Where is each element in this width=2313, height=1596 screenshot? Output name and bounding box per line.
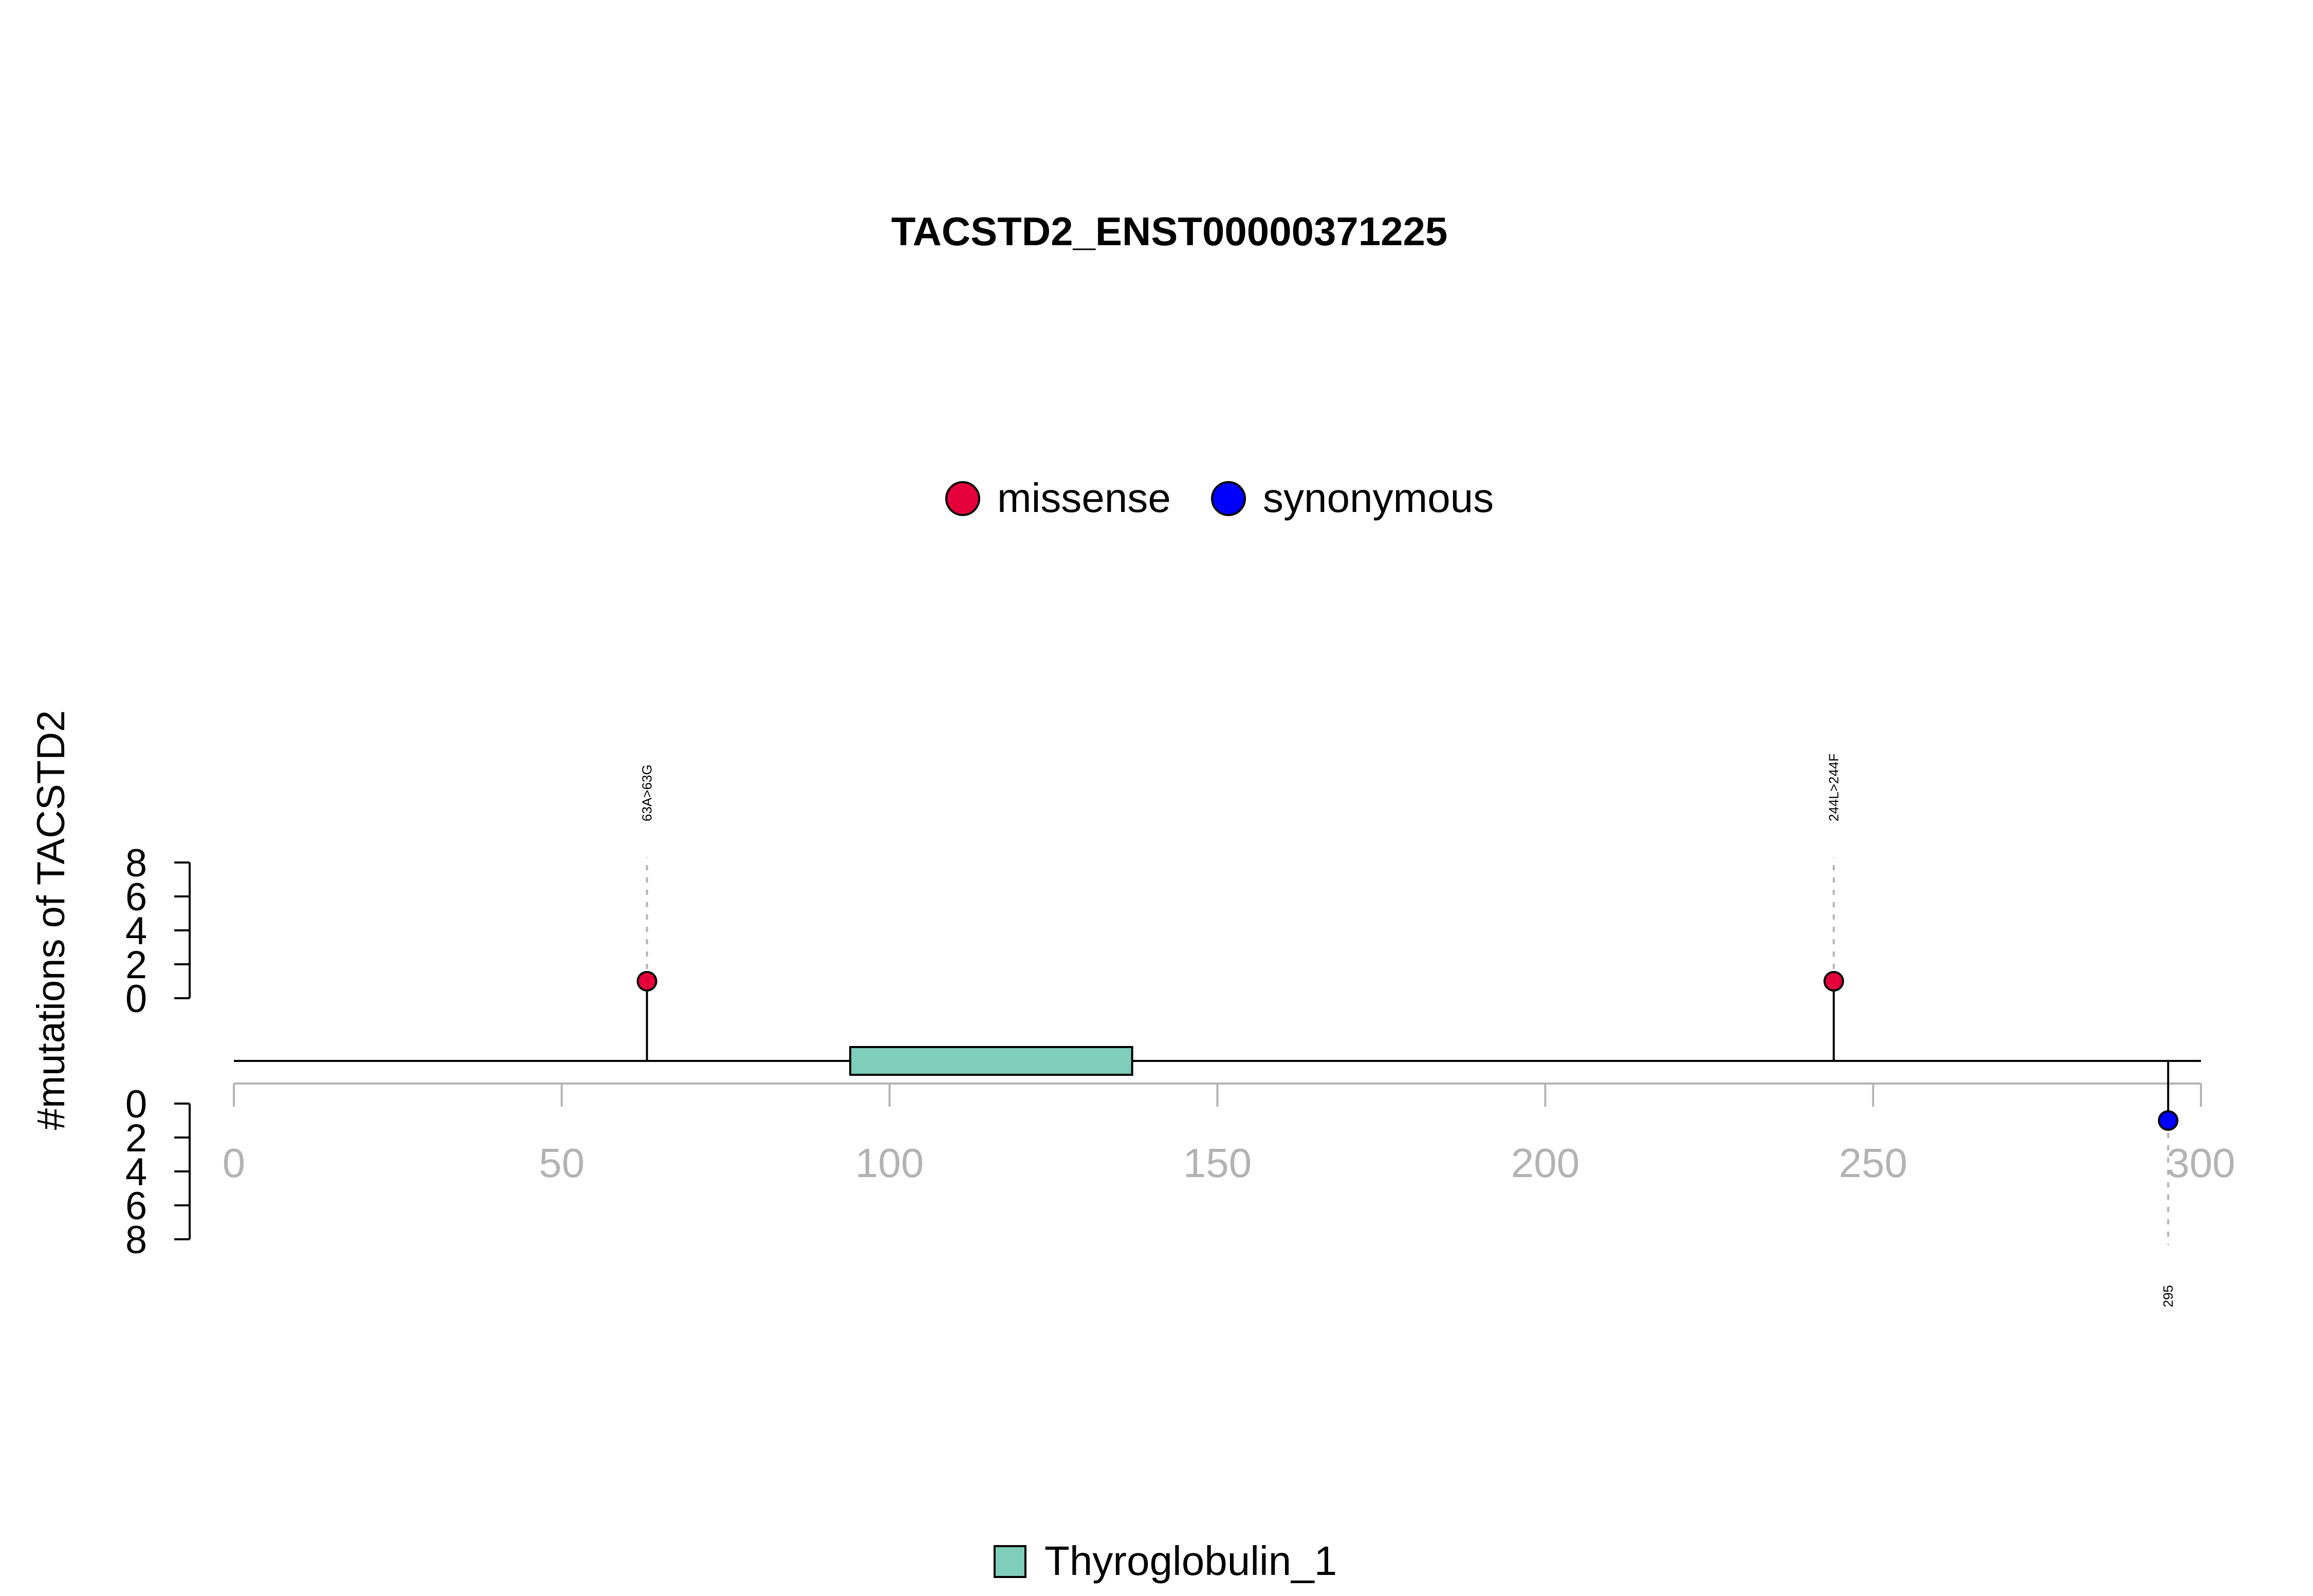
- legend-top-marker: [945, 481, 980, 516]
- domain-box: [849, 1046, 1133, 1076]
- lollipop-point: [1823, 971, 1844, 992]
- x-tick-label: 200: [1511, 1140, 1580, 1186]
- y-axis-top-tick-label: 6: [125, 875, 147, 919]
- y-axis-bottom-tick-label: 4: [125, 1150, 147, 1194]
- y-axis-bottom-tick-label: 6: [125, 1184, 147, 1228]
- y-axis-bottom-tick-label: 2: [125, 1116, 147, 1160]
- x-tick-label: 150: [1183, 1140, 1252, 1186]
- lollipop-point: [2158, 1110, 2179, 1131]
- x-axis: 0 50 100 150 200 250 300: [223, 1083, 2235, 1186]
- y-axis-bottom-tick-label: 8: [125, 1218, 147, 1262]
- chart-title: TACSTD2_ENST00000371225: [891, 209, 1447, 254]
- domain-layer: [849, 1046, 1133, 1076]
- y-axis-top-tick-label: 0: [125, 977, 147, 1021]
- x-tick-label: 300: [2167, 1140, 2235, 1186]
- legend-bottom-label: Thyroglobulin_1: [1044, 1538, 1337, 1584]
- lollipop-point: [636, 971, 657, 992]
- y-axis-title: #mutations of TACSTD2: [29, 710, 73, 1130]
- y-axis-top-tick-label: 2: [125, 943, 147, 987]
- y-axis-top-tick-label: 4: [125, 909, 147, 953]
- legend-top-marker: [1211, 481, 1246, 516]
- lollipop-layer: 63A>63G 244L>244F 295: [636, 754, 2179, 1307]
- x-tick-label: 50: [539, 1140, 584, 1186]
- legend-top-label: synonymous: [1263, 475, 1494, 521]
- y-axis-top-tick-label: 8: [125, 841, 147, 885]
- legend-top: missense synonymous: [945, 475, 1494, 521]
- mutation-label: 63A>63G: [639, 764, 655, 821]
- x-tick-label: 0: [223, 1140, 246, 1186]
- legend-top-label: missense: [997, 475, 1171, 521]
- x-tick-label: 100: [855, 1140, 924, 1186]
- mutation-label: 244L>244F: [1826, 754, 1842, 821]
- x-tick-label: 250: [1839, 1140, 1907, 1186]
- legend-bottom: Thyroglobulin_1: [994, 1538, 1337, 1584]
- mutation-label: 295: [2160, 1285, 2176, 1307]
- legend-bottom-marker: [994, 1545, 1026, 1578]
- y-axis-bottom-tick-label: 0: [125, 1083, 147, 1126]
